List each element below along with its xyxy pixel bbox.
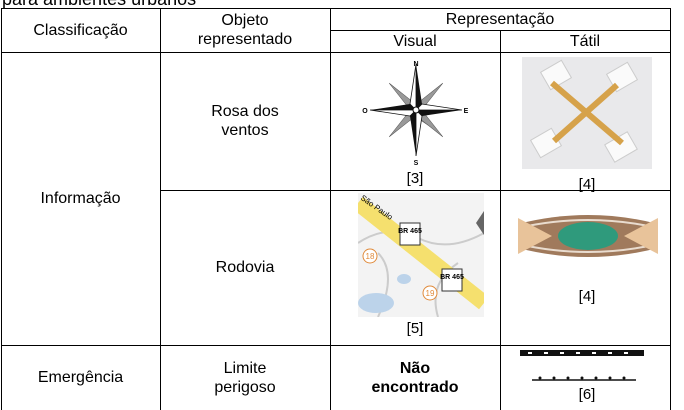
rule [160,190,671,191]
rule [1,52,671,53]
rule [670,8,671,410]
classification: Emergência [37,369,124,386]
citation: [4] [578,176,596,193]
map-image: São Paulo BR 465 BR 465 18 19 [358,193,484,317]
header-cell: Tátil [569,32,601,50]
citation: [5] [406,320,424,337]
map-label: 19 [426,289,435,298]
header-cell: Classificação [33,21,128,39]
header-cell: Objeto representado [197,12,293,48]
rule [330,8,331,410]
compass-label: S [414,160,419,167]
tactile-boundary-image [520,350,644,381]
compass-image: N S E O [362,61,469,167]
citation: [6] [578,386,596,403]
rule [1,8,671,9]
rule [160,8,161,410]
tactile-compass-image [522,57,652,169]
citation: [4] [578,288,596,305]
map-label: BR 465 [398,228,422,235]
citation: [3] [406,170,424,187]
compass-label: N [413,61,418,68]
rule [500,30,501,410]
header-cell: Visual [393,32,437,50]
classification: Informação [40,190,121,207]
rule [1,8,2,410]
caption: para ambientes urbanos [2,0,196,10]
rule [1,345,671,346]
map-label: 18 [366,252,375,261]
compass-label: E [464,108,469,115]
compass-label: O [362,108,368,115]
header-cell: Representação [445,10,555,28]
not-found: Não encontrado [371,359,459,396]
object: Rodovia [215,259,275,276]
object: Rosa dos ventos [211,103,279,139]
map-label: BR 465 [440,274,464,281]
object: Limite perigoso [214,359,276,396]
tactile-road-image [518,215,658,257]
